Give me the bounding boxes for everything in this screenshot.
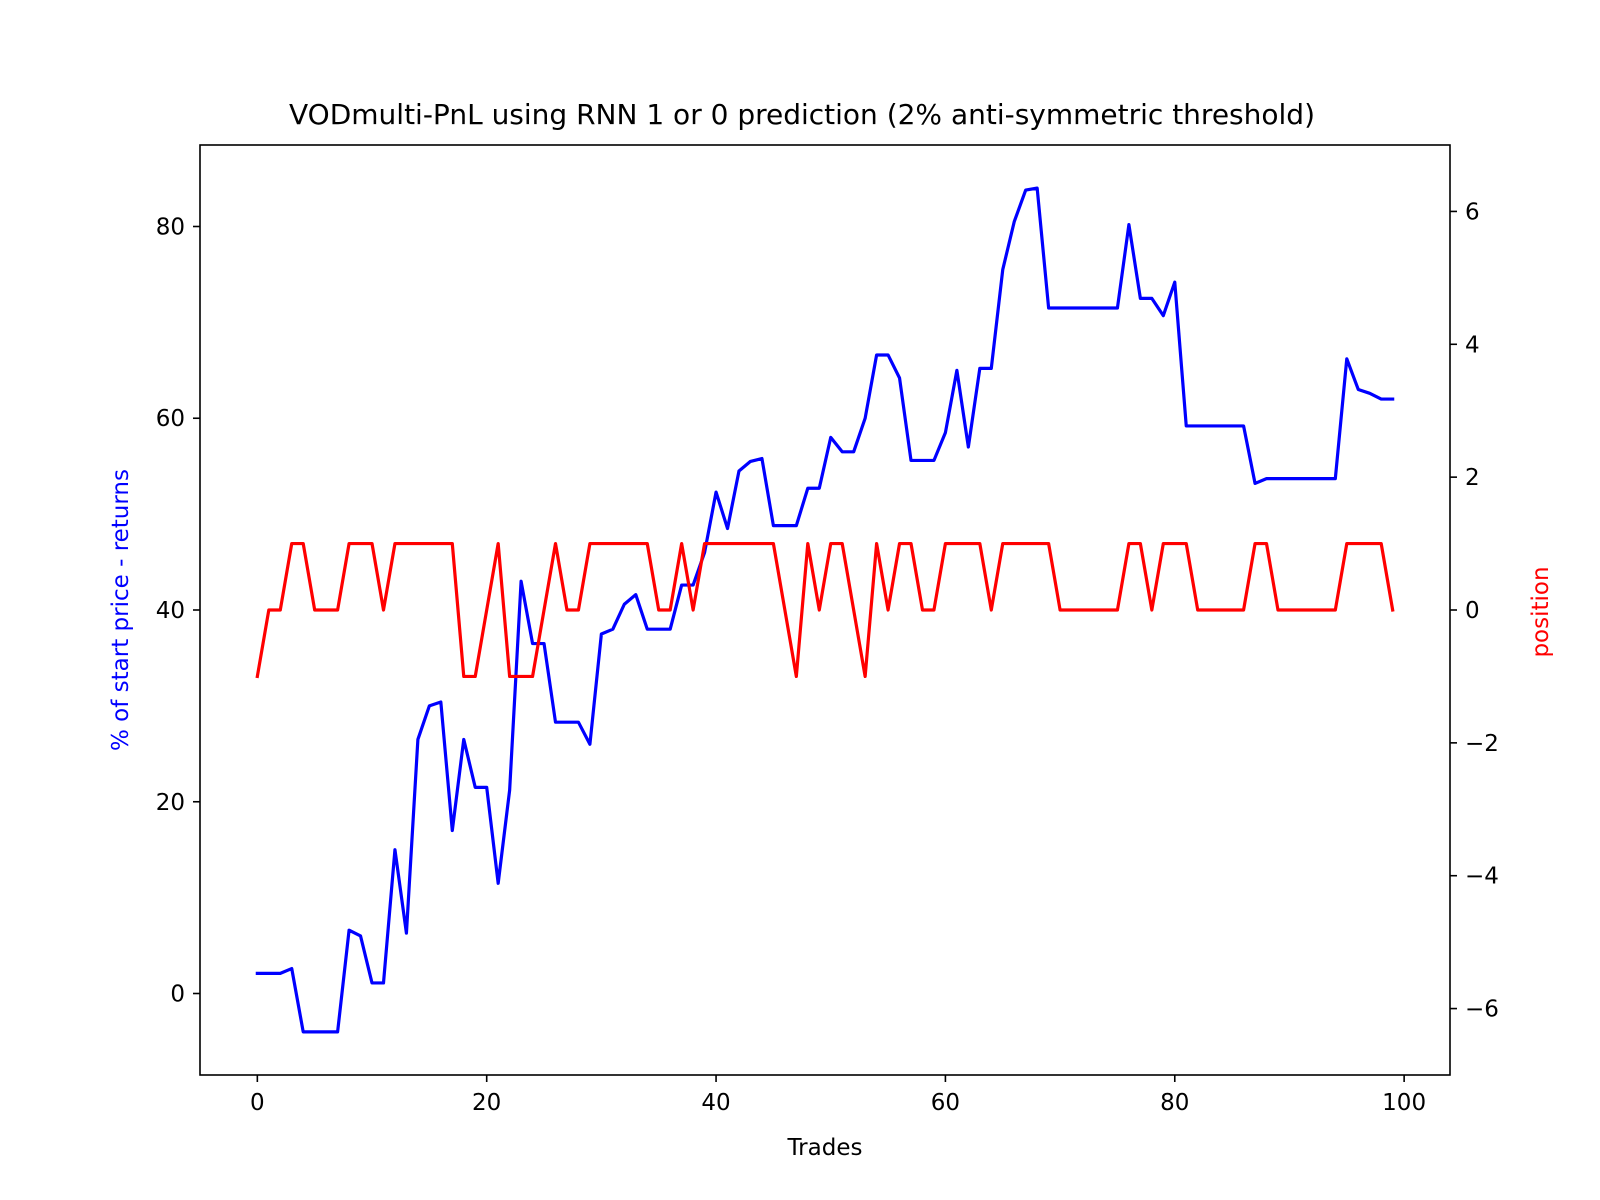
y-left-tick-label: 80 (156, 214, 185, 240)
y-right-tick-label: 0 (1465, 598, 1480, 624)
x-tick-label: 60 (931, 1090, 960, 1116)
chart-title: VODmulti-PnL using RNN 1 or 0 prediction… (289, 98, 1315, 131)
y-axis-right-label: position (1528, 566, 1554, 657)
y-right-tick-label: 4 (1465, 332, 1480, 358)
y-right-tick-label: 2 (1465, 465, 1480, 491)
x-tick-label: 100 (1382, 1090, 1426, 1116)
x-axis-label: Trades (787, 1135, 863, 1161)
y-axis-left: 0 20 40 60 80 (156, 214, 200, 1008)
y-axis-right: −6 −4 −2 0 2 4 6 (1450, 199, 1499, 1023)
y-right-tick-label: 6 (1465, 199, 1480, 225)
y-left-tick-label: 0 (170, 982, 185, 1008)
x-tick-label: 20 (472, 1090, 501, 1116)
y-left-tick-label: 40 (156, 598, 185, 624)
x-tick-label: 80 (1160, 1090, 1189, 1116)
y-axis-left-label: % of start price - returns (108, 469, 134, 751)
series-line-position (255, 541, 1395, 679)
y-left-tick-label: 60 (156, 406, 185, 432)
y-right-tick-label: −2 (1465, 731, 1499, 757)
x-axis: 0 20 40 60 80 100 (250, 1075, 1426, 1116)
y-right-tick-label: −6 (1465, 997, 1499, 1023)
series-layer (255, 186, 1395, 1034)
y-right-tick-label: −4 (1465, 864, 1499, 890)
y-left-tick-label: 20 (156, 790, 185, 816)
x-tick-label: 40 (701, 1090, 730, 1116)
series-line-returns (255, 186, 1395, 1034)
x-tick-label: 0 (250, 1090, 265, 1116)
